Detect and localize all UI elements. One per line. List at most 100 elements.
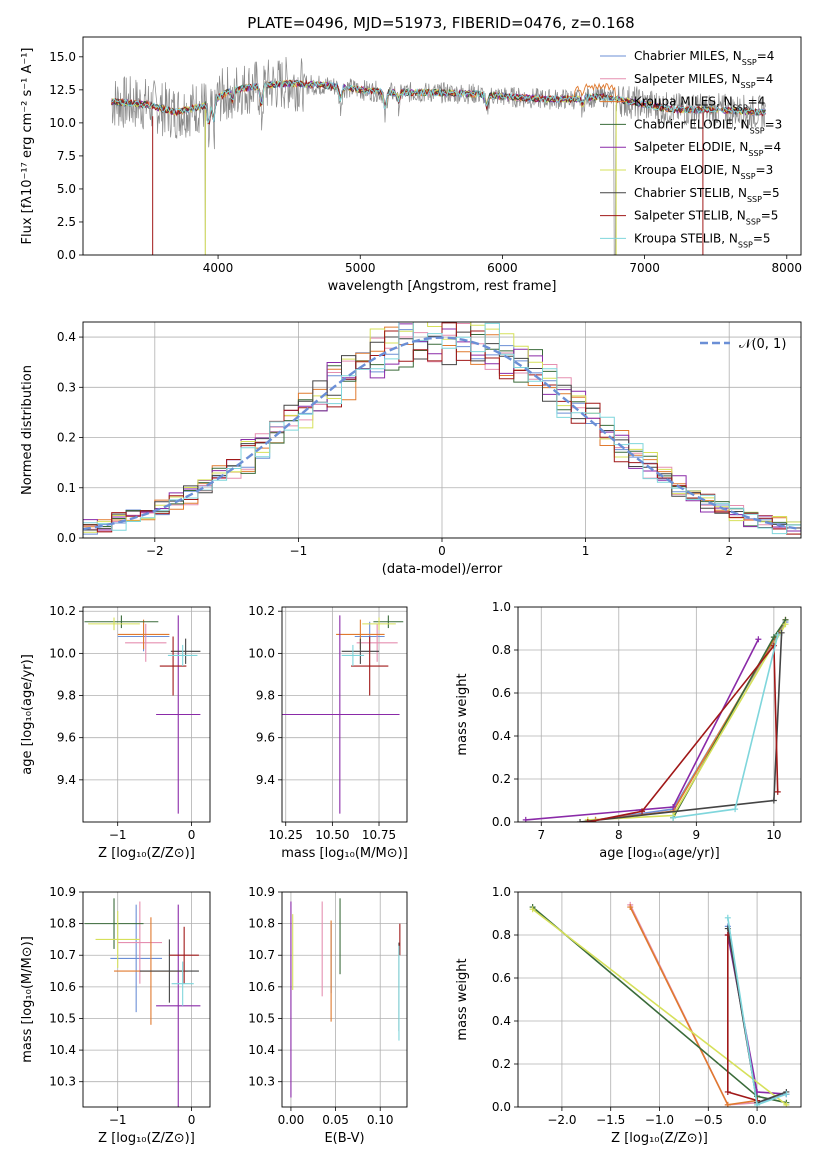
spectrum-model-c8 [111, 80, 766, 124]
age_mass-ytick-label: 9.8 [256, 689, 275, 703]
spectrum-ytick-label: 0.0 [57, 248, 76, 262]
legend-entry-0: Chabrier MILES, NSSP=4 [634, 49, 774, 67]
weight_Z-marker [724, 1088, 731, 1095]
weight_Z-plot-area [518, 892, 801, 1107]
residuals-ytick-label: 0.4 [57, 330, 76, 344]
weight_Z-series-5 [532, 908, 787, 1106]
mass_Z-ytick-label: 10.4 [49, 1043, 76, 1057]
weight_Z-marker [783, 1091, 790, 1098]
mass_Z-frame [82, 891, 211, 1108]
mass_Z-plot-area [83, 892, 210, 1107]
age_mass-xtick-label: 10.25 [269, 828, 303, 842]
residuals-frame [82, 321, 802, 539]
weight_Z-ytick-label: 0.0 [492, 1100, 511, 1114]
legend-entry-7: Salpeter STELIB, NSSP=5 [634, 209, 778, 227]
weight_Z-ytick-label: 0.2 [492, 1057, 511, 1071]
weight_age-marker [577, 819, 584, 822]
legend-entry-2: Kroupa MILES, NSSP=4 [634, 95, 765, 113]
legend-entry-1: Salpeter MILES, NSSP=4 [634, 72, 773, 90]
weight_Z-frame [517, 891, 802, 1108]
weight_Z-ytick-label: 0.4 [492, 1014, 511, 1028]
spectrum-ytick-label: 2.5 [57, 215, 76, 229]
mass_Z-xlabel: Z [log₁₀(Z/Z⊙)] [98, 1131, 195, 1146]
weight_age-marker [774, 631, 781, 638]
mass_ebv-xtick-label: 0.10 [367, 1113, 394, 1127]
residuals-plot-area [83, 322, 801, 538]
mass_ebv-ytick-label: 10.5 [248, 1011, 275, 1025]
weight_Z-ytick-label: 0.6 [492, 971, 511, 985]
spectrum-ytick-label: 7.5 [57, 149, 76, 163]
spectrum-frame [82, 36, 802, 256]
weight_Z-ylabel: mass weight [455, 958, 470, 1040]
mass_Z-ytick-label: 10.7 [49, 948, 76, 962]
mass_ebv-frame [281, 891, 408, 1108]
weight_age-ytick-label: 0.4 [492, 729, 511, 743]
weight_age-marker [774, 788, 781, 795]
weight_age-xtick-label: 9 [693, 828, 701, 842]
age_mass-ytick-label: 9.4 [256, 773, 275, 787]
panel-age_mass: 10.25 10.50 10.75 9.4 9.6 9.8 10.0 10.2 mass [lo… [248, 604, 407, 861]
age_mass-ytick-label: 10.2 [248, 604, 275, 618]
spectrum-plot-area [110, 56, 766, 255]
residuals-ytick-label: 0.0 [57, 531, 76, 545]
spectrum-ytick-label: 5.0 [57, 182, 76, 196]
spectrum-legend: Chabrier MILES, NSSP=4 Salpeter MILES, NS… [600, 49, 782, 249]
weight_age-ytick-label: 1.0 [492, 600, 511, 614]
weight_age-marker [670, 803, 677, 810]
panel-weight_Z: −2.0 −1.5 −1.0 −0.5 0.0 0.0 0.2 0.4 0.6 0.8 1.0 Z [… [455, 885, 802, 1146]
normal-legend-label: 𝒩(0, 1) [739, 337, 786, 352]
legend-entry-3: Chabrier ELODIE, NSSP=3 [634, 117, 782, 135]
residuals-ylabel: Normed distribution [20, 365, 35, 495]
weight_Z-marker [724, 914, 731, 921]
weight_age-ytick-label: 0.6 [492, 686, 511, 700]
age_Z-ytick-label: 9.6 [57, 731, 76, 745]
spectrum-xtick-label: 8000 [772, 261, 803, 275]
spectrum-ytick-label: 10.0 [49, 116, 76, 130]
legend-entry-6: Chabrier STELIB, NSSP=5 [634, 186, 780, 204]
residuals-xtick-label: 0 [438, 544, 446, 558]
weight_age-xtick-label: 8 [615, 828, 623, 842]
age_Z-ylabel: age [log₁₀(age/yr)] [20, 654, 35, 775]
age_mass-xlabel: mass [log₁₀(M/M⊙)] [281, 846, 408, 861]
age_Z-ytick-label: 10.0 [49, 646, 76, 660]
panel-age_Z: −1 0 9.4 9.6 9.8 10.0 10.2 Z [log₁₀(Z/Z⊙)] age [… [20, 604, 211, 861]
weight_age-marker [639, 808, 646, 815]
age_mass-xtick-label: 10.50 [315, 828, 349, 842]
age_Z-xtick-label: −1 [109, 828, 127, 842]
weight_Z-xtick-label: −0.5 [694, 1113, 723, 1127]
spectrum-xtick-label: 4000 [203, 261, 234, 275]
mass_Z-ytick-label: 10.5 [49, 1011, 76, 1025]
weight_age-xtick-label: 10 [766, 828, 781, 842]
residuals-xtick-label: 1 [582, 544, 590, 558]
weight_age-marker [770, 797, 777, 804]
mass_ebv-ytick-label: 10.4 [248, 1043, 275, 1057]
mass_ebv-xtick-label: 0.00 [278, 1113, 305, 1127]
weight_Z-marker [627, 904, 634, 911]
age_Z-ytick-label: 9.4 [57, 773, 76, 787]
weight_age-ytick-label: 0.2 [492, 772, 511, 786]
weight_Z-xtick-label: −1.5 [596, 1113, 625, 1127]
residuals-xtick-label: −1 [290, 544, 308, 558]
weight_age-ytick-label: 0.8 [492, 643, 511, 657]
normal-curve [83, 336, 801, 531]
legend-entry-5: Kroupa ELODIE, NSSP=3 [634, 163, 773, 181]
weight_age-marker [670, 814, 677, 821]
weight_Z-xtick-label: 0.0 [748, 1113, 767, 1127]
mass_ebv-xtick-label: 0.05 [322, 1113, 349, 1127]
weight_Z-xtick-label: −1.0 [645, 1113, 674, 1127]
spectrum-xtick-label: 6000 [487, 261, 518, 275]
weight_Z-ytick-label: 0.8 [492, 928, 511, 942]
mass_Z-ylabel: mass [log₁₀(M/M⊙)] [20, 936, 35, 1063]
spectrum-xtick-label: 7000 [629, 261, 660, 275]
mass_ebv-xlabel: E(B-V) [324, 1131, 364, 1146]
spectrum-ytick-label: 15.0 [49, 50, 76, 64]
mass_Z-ytick-label: 10.9 [49, 885, 76, 899]
weight_age-marker [755, 636, 762, 643]
spectrum-ytick-label: 12.5 [49, 83, 76, 97]
age_mass-ytick-label: 10.0 [248, 646, 275, 660]
mass_ebv-ytick-label: 10.6 [248, 980, 275, 994]
residuals-ytick-label: 0.1 [57, 481, 76, 495]
mass_ebv-ytick-label: 10.8 [248, 917, 275, 931]
age_Z-plot-area [83, 607, 210, 822]
age_Z-ytick-label: 10.2 [49, 604, 76, 618]
